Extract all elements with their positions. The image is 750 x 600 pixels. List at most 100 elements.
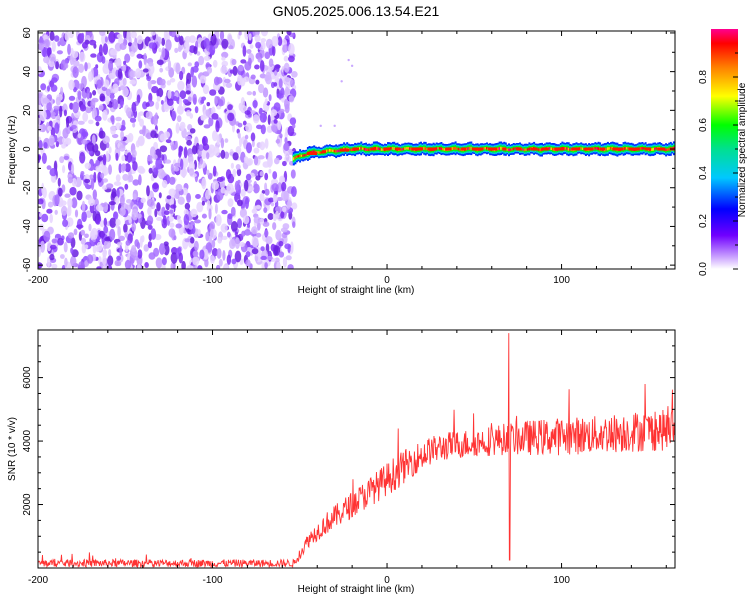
noise-speckle: [230, 221, 238, 232]
signal-band-cell: [332, 149, 335, 152]
noise-speckle: [250, 132, 256, 142]
noise-speckle: [272, 171, 278, 180]
noise-speckle: [147, 215, 154, 226]
signal-band-cell: [358, 147, 361, 150]
noise-speckle: [291, 71, 298, 78]
noise-speckle: [105, 93, 110, 106]
noise-speckle: [271, 35, 279, 47]
noise-speckle: [109, 228, 116, 241]
signal-band-cell: [627, 147, 630, 150]
noise-speckle: [57, 237, 64, 246]
noise-speckle: [209, 221, 216, 231]
noise-speckle: [220, 187, 226, 194]
noise-speckle: [76, 224, 84, 229]
noise-speckle: [161, 179, 168, 189]
noise-speckle: [283, 62, 290, 73]
noise-speckle: [122, 77, 127, 86]
noise-speckle: [138, 167, 146, 174]
signal-band-cell: [423, 146, 426, 150]
signal-band-cell: [453, 147, 455, 150]
noise-speckle: [105, 88, 111, 97]
noise-speckle: [106, 183, 114, 189]
noise-speckle: [129, 51, 135, 57]
noise-speckle: [97, 156, 104, 162]
noise-speckle: [192, 93, 197, 105]
noise-speckle: [54, 209, 58, 215]
signal-band-cell: [391, 146, 394, 150]
noise-speckle: [231, 188, 235, 193]
noise-speckle: [65, 137, 72, 145]
noise-speckle: [277, 120, 282, 131]
snr-panel: -200 -100 0 100 2000 4000 6000 Height of strai…: [7, 329, 676, 595]
signal-band-cell: [297, 155, 300, 158]
y-tick-label: 4000: [22, 430, 33, 453]
noise-speckle: [98, 105, 104, 111]
noise-speckle: [69, 54, 74, 66]
noise-speckle: [231, 258, 237, 265]
noise-speckle: [260, 255, 268, 261]
noise-speckle: [166, 98, 174, 106]
noise-speckle: [84, 233, 89, 239]
noise-speckle: [185, 135, 192, 142]
noise-speckle: [46, 101, 52, 112]
signal-band-cell: [580, 147, 583, 150]
signal-band-cell: [665, 148, 668, 152]
noise-speckle: [226, 254, 232, 265]
noise-speckle: [80, 32, 85, 39]
signal-band-cell: [643, 147, 646, 150]
noise-speckle: [145, 111, 153, 120]
noise-speckle: [255, 79, 260, 85]
noise-speckle: [211, 248, 219, 257]
noise-speckle: [113, 211, 119, 220]
signal-band-cell: [377, 147, 380, 150]
noise-speckle: [180, 158, 184, 170]
noise-speckle: [262, 221, 270, 227]
signal-band-cell: [379, 147, 382, 151]
signal-band-cell: [511, 148, 514, 151]
noise-speckle: [154, 208, 158, 218]
noise-speckle: [183, 146, 188, 159]
noise-speckle: [118, 145, 126, 152]
noise-speckle: [235, 164, 241, 170]
noise-speckle: [162, 215, 167, 225]
noise-speckle: [232, 168, 237, 178]
snr-y-axis-label: SNR (10 * v/v): [7, 417, 18, 481]
noise-speckle: [267, 114, 271, 126]
signal-band-cell: [592, 147, 595, 150]
signal-hotspot: [411, 147, 423, 151]
noise-speckle: [186, 139, 193, 146]
noise-speckle: [66, 116, 70, 128]
noise-speckle: [92, 90, 97, 96]
noise-speckle: [96, 79, 103, 89]
noise-speckle: [260, 38, 267, 43]
noise-speckle: [91, 107, 97, 120]
noise-speckle: [211, 113, 219, 120]
signal-band-cell: [390, 147, 393, 150]
noise-speckle: [61, 143, 67, 149]
noise-speckle: [114, 58, 122, 66]
noise-speckle: [148, 167, 153, 174]
noise-speckle: [202, 84, 210, 95]
signal-band-cell: [605, 147, 608, 151]
noise-speckle: [81, 131, 89, 138]
signal-band-cell: [639, 147, 642, 150]
signal-band-cell: [405, 147, 408, 150]
noise-speckle: [129, 70, 137, 78]
noise-speckle: [142, 125, 146, 137]
noise-speckle: [152, 183, 159, 190]
noise-speckle: [228, 45, 234, 50]
noise-speckle: [272, 45, 276, 57]
noise-speckle: [64, 193, 71, 198]
noise-speckle: [38, 245, 42, 258]
noise-speckle: [182, 99, 189, 104]
noise-speckle: [49, 168, 57, 177]
noise-speckle: [227, 213, 233, 220]
signal-hotspot: [396, 147, 401, 151]
noise-speckle: [39, 223, 45, 231]
noise-speckle: [197, 265, 203, 269]
noise-speckle: [244, 197, 249, 210]
noise-speckle: [187, 96, 192, 102]
noise-speckle: [285, 255, 292, 261]
noise-speckle: [86, 142, 95, 152]
